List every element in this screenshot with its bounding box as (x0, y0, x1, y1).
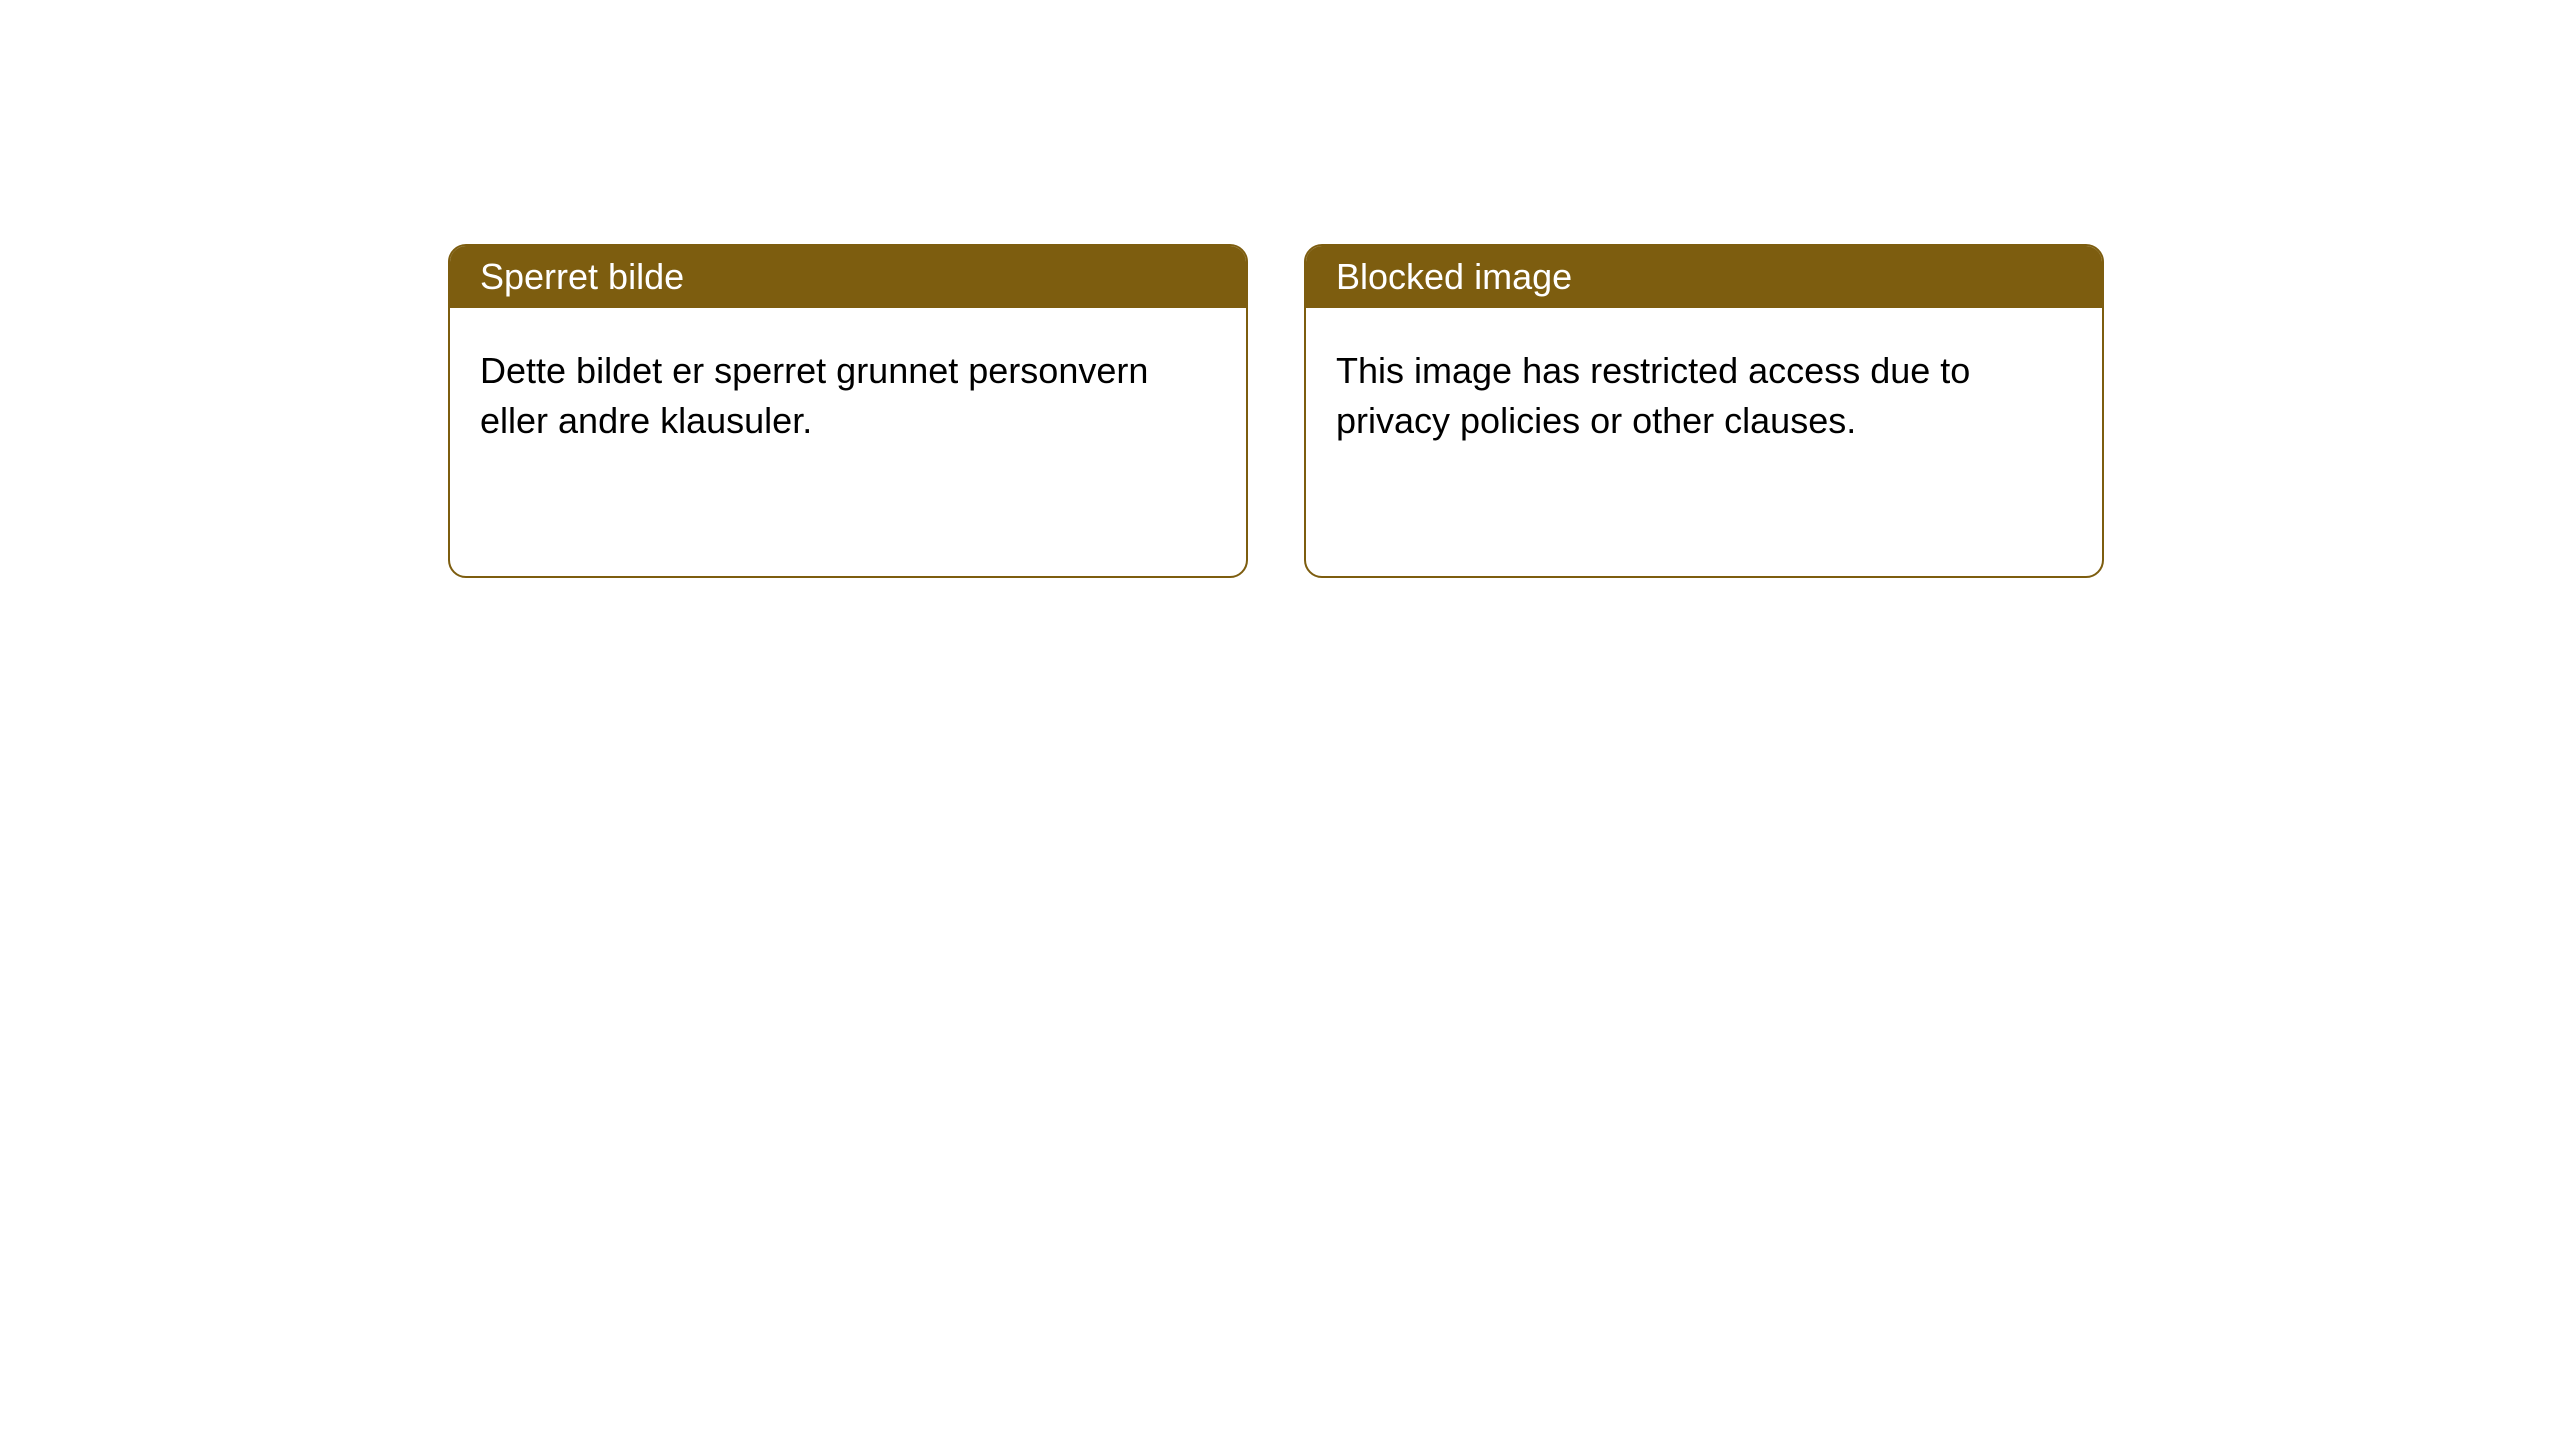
card-body-english: This image has restricted access due to … (1306, 308, 2102, 485)
card-header-english: Blocked image (1306, 246, 2102, 308)
card-header-norwegian: Sperret bilde (450, 246, 1246, 308)
card-body-norwegian: Dette bildet er sperret grunnet personve… (450, 308, 1246, 485)
blocked-image-card-english: Blocked image This image has restricted … (1304, 244, 2104, 578)
blocked-image-card-norwegian: Sperret bilde Dette bildet er sperret gr… (448, 244, 1248, 578)
message-cards-container: Sperret bilde Dette bildet er sperret gr… (448, 244, 2104, 578)
